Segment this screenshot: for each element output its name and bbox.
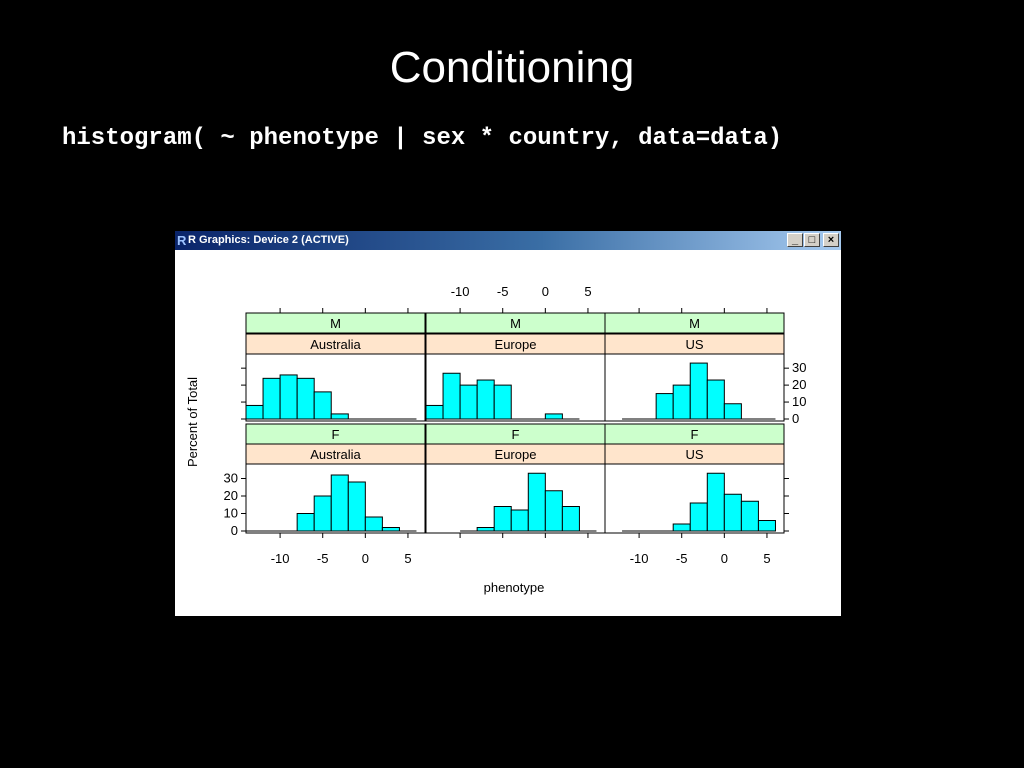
strip-sex-label: M: [510, 316, 521, 331]
close-icon: ×: [827, 234, 835, 246]
strip-country-label: Europe: [495, 447, 537, 462]
strip-sex-label: F: [691, 427, 699, 442]
lattice-histogram: M Australia M Europe M US F Australia F Europe F US…: [185, 284, 806, 595]
histogram-bar: [296, 513, 315, 532]
histogram-bar: [510, 509, 529, 532]
histogram-bar: [689, 362, 708, 420]
y-tick-label-left: 10: [224, 506, 238, 521]
strip-country-label: US: [685, 447, 703, 462]
panel-frame: [245, 463, 426, 534]
strip-sex-label: F: [512, 427, 520, 442]
histogram-bar: [672, 384, 691, 420]
histogram-bar: [262, 377, 281, 420]
x-tick-label-bottom: -5: [317, 551, 329, 566]
x-axis-label: phenotype: [484, 580, 545, 595]
histogram-bar: [723, 403, 742, 420]
x-tick-label-bottom: 0: [362, 551, 369, 566]
x-tick-label-bottom: -10: [630, 551, 649, 566]
histogram-bar: [279, 374, 298, 420]
strip-sex-label: M: [330, 316, 341, 331]
y-tick-label-right: 10: [792, 394, 806, 409]
y-tick-label-left: 30: [224, 471, 238, 486]
panel-frame: [245, 353, 426, 422]
strip-country-label: Australia: [310, 447, 361, 462]
window-title: R Graphics: Device 2 (ACTIVE): [188, 234, 349, 246]
x-tick-label-bottom: 5: [404, 551, 411, 566]
strip-sex-label: M: [689, 316, 700, 331]
y-tick-label-right: 20: [792, 377, 806, 392]
r-logo-icon: R: [177, 233, 187, 248]
strip-sex-label: F: [332, 427, 340, 442]
histogram-bar: [740, 500, 759, 532]
x-tick-label-top: -10: [451, 284, 470, 299]
minimize-icon: _: [791, 234, 799, 246]
y-tick-label-left: 0: [231, 523, 238, 538]
histogram-bar: [347, 481, 366, 532]
x-tick-label-bottom: 5: [763, 551, 770, 566]
histogram-bar: [381, 527, 400, 532]
histogram-bar: [672, 523, 691, 532]
x-tick-label-top: 0: [542, 284, 549, 299]
code-line: histogram( ~ phenotype | sex * country, …: [62, 125, 783, 152]
histogram-bar: [706, 379, 725, 420]
histogram-bar: [459, 384, 478, 420]
y-tick-label-right: 0: [792, 411, 799, 426]
maximize-button[interactable]: □: [804, 233, 820, 247]
histogram-bar: [689, 502, 708, 532]
panel-frame: [604, 463, 785, 534]
histogram-bar: [655, 393, 674, 420]
strip-sex: [604, 312, 785, 334]
strip-country-label: Europe: [495, 337, 537, 352]
histogram-bar: [425, 404, 444, 420]
maximize-icon: □: [808, 234, 816, 246]
histogram-bar: [561, 506, 580, 532]
close-button[interactable]: ×: [823, 233, 839, 247]
histogram-bar: [313, 391, 332, 420]
histogram-bar: [493, 506, 512, 532]
histogram-bar: [544, 490, 563, 532]
x-tick-label-top: -5: [497, 284, 509, 299]
y-axis-label: Percent of Total: [185, 377, 200, 467]
x-tick-label-bottom: -10: [271, 551, 290, 566]
strip-sex: [245, 312, 426, 334]
histogram-bar: [476, 527, 495, 532]
slide-title: Conditioning: [389, 43, 635, 92]
strip-country-label: US: [685, 337, 703, 352]
histogram-bar: [245, 404, 264, 420]
histogram-bar: [330, 474, 349, 532]
panel-frame: [604, 353, 785, 422]
histogram-bar: [544, 413, 563, 420]
histogram-bar: [527, 472, 546, 532]
x-tick-label-top: 5: [584, 284, 591, 299]
x-tick-label-bottom: -5: [676, 551, 688, 566]
x-tick-label-bottom: 0: [721, 551, 728, 566]
histogram-bar: [296, 377, 315, 420]
histogram-bar: [476, 379, 495, 420]
histogram-bar: [493, 384, 512, 420]
histogram-bar: [442, 372, 461, 420]
histogram-bar: [757, 520, 776, 532]
strip-country-label: Australia: [310, 337, 361, 352]
histogram-bar: [706, 472, 725, 532]
histogram-bar: [313, 495, 332, 532]
y-tick-label-right: 30: [792, 360, 806, 375]
y-tick-label-left: 20: [224, 488, 238, 503]
minimize-button[interactable]: _: [787, 233, 803, 247]
window-titlebar[interactable]: R R Graphics: Device 2 (ACTIVE) _ □ ×: [175, 231, 841, 250]
histogram-bar: [330, 413, 349, 420]
histogram-bar: [723, 493, 742, 532]
histogram-bar: [364, 516, 383, 532]
